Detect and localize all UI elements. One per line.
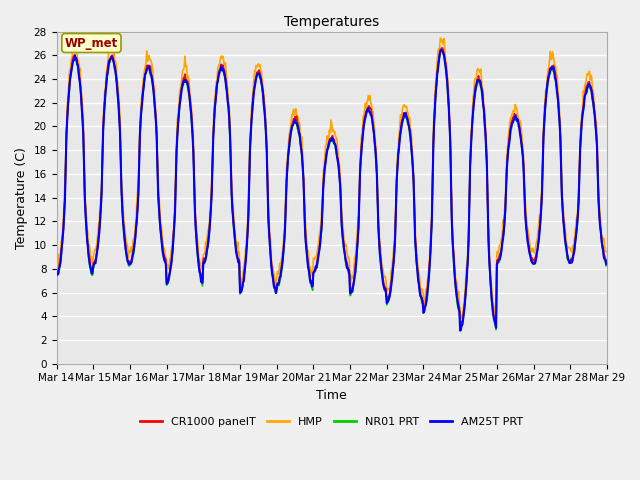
Text: WP_met: WP_met [65,36,118,49]
NR01 PRT [414,277,422,283]
CR1000 panelT [398,117,406,122]
AM25T PRT [204,243,212,249]
Line: AM25T PRT: AM25T PRT [56,50,606,331]
Y-axis label: Temperature (C): Temperature (C) [15,147,28,249]
AM25T PRT [398,120,406,126]
AM25T PRT [414,277,422,283]
HMP [414,265,422,271]
NR01 PRT [175,113,182,119]
AM25T PRT [52,272,60,278]
CR1000 panelT [119,215,127,220]
Line: HMP: HMP [56,38,606,319]
HMP [63,124,70,130]
HMP [436,35,444,41]
Line: CR1000 panelT: CR1000 panelT [56,48,606,325]
NR01 PRT [52,271,60,276]
CR1000 panelT [414,271,422,276]
NR01 PRT [398,119,406,125]
NR01 PRT [63,130,70,136]
CR1000 panelT [63,130,70,136]
AM25T PRT [119,219,127,225]
AM25T PRT [456,328,464,334]
AM25T PRT [175,112,182,118]
CR1000 panelT [602,258,610,264]
Legend: CR1000 panelT, HMP, NR01 PRT, AM25T PRT: CR1000 panelT, HMP, NR01 PRT, AM25T PRT [136,412,528,432]
CR1000 panelT [204,239,212,244]
CR1000 panelT [175,110,182,116]
HMP [52,263,60,268]
NR01 PRT [457,327,465,333]
CR1000 panelT [456,323,464,328]
NR01 PRT [602,263,610,269]
Line: NR01 PRT: NR01 PRT [56,50,606,330]
HMP [457,316,465,322]
X-axis label: Time: Time [316,389,347,402]
NR01 PRT [119,219,127,225]
HMP [175,104,182,109]
HMP [602,249,610,254]
NR01 PRT [438,47,445,53]
HMP [119,203,127,208]
CR1000 panelT [52,268,60,274]
NR01 PRT [204,243,212,249]
Title: Temperatures: Temperatures [284,15,380,29]
CR1000 panelT [438,45,445,51]
AM25T PRT [63,132,70,137]
HMP [398,109,406,115]
AM25T PRT [602,261,610,267]
AM25T PRT [438,47,445,53]
HMP [204,228,212,234]
